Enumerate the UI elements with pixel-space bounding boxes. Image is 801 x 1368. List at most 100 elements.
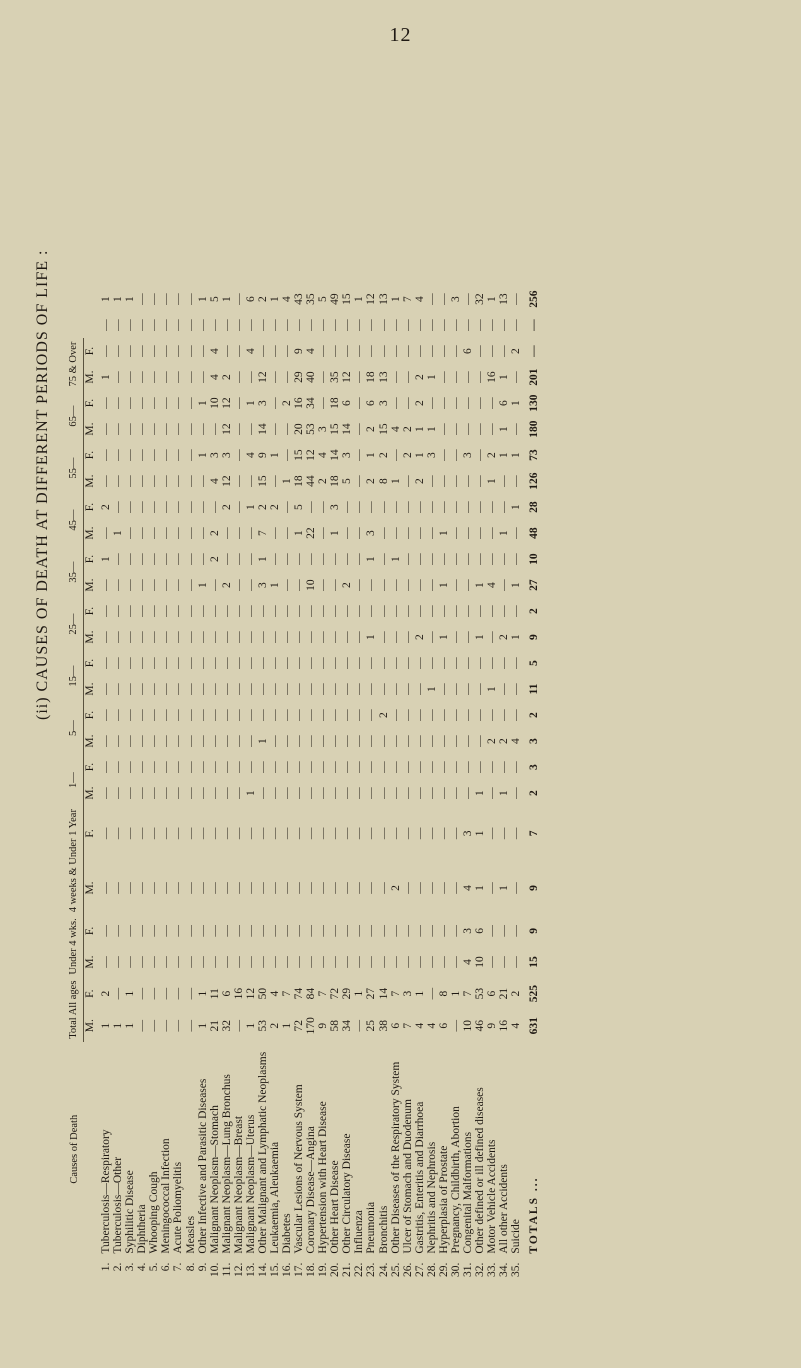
cell-empty [100, 520, 112, 546]
page-title: (ii) CAUSES OF DEATH AT DIFFERENT PERIOD… [34, 250, 52, 720]
cell-value: 1 [390, 468, 402, 494]
cell-empty [112, 624, 124, 650]
row-index: 11. [221, 1257, 233, 1280]
cell-empty [317, 624, 329, 650]
cell-empty [353, 416, 365, 442]
cell-empty [402, 861, 414, 916]
cell-value: 2 [414, 364, 426, 390]
cell-empty [245, 676, 257, 702]
cell-empty [148, 598, 160, 624]
cell-empty [438, 286, 450, 312]
cell-empty [462, 468, 474, 494]
cell-value: 12 [221, 390, 233, 416]
cell-empty [462, 286, 474, 312]
cell-empty [100, 702, 112, 728]
col-causes: Causes of Death [68, 1042, 84, 1257]
cell-empty [112, 390, 124, 416]
cell-empty [124, 364, 136, 390]
cell-value: 1 [257, 728, 269, 754]
cell-value: 14 [378, 978, 390, 1010]
cell-empty [365, 728, 377, 754]
cell-empty [438, 650, 450, 676]
row-index: 27. [414, 1257, 426, 1280]
cause-label: Other Heart Disease [329, 1042, 341, 1257]
cell-empty [341, 520, 353, 546]
cell-empty [124, 442, 136, 468]
cell-empty [197, 650, 209, 676]
cell-empty [281, 650, 293, 676]
cell-empty [269, 312, 281, 338]
cell-value: 1 [245, 494, 257, 520]
cell-empty [233, 520, 245, 546]
table-row: 20.Other Heart Disease587213181415183549 [329, 286, 341, 1280]
cause-label: Diphtheria [136, 1042, 148, 1257]
cell-empty [510, 780, 522, 806]
cell-value: 46 [474, 1010, 486, 1042]
totals-value: 2 [522, 780, 540, 806]
cell-empty [462, 624, 474, 650]
cell-empty [160, 728, 172, 754]
cell-empty [100, 946, 112, 977]
cell-value: 32 [221, 1010, 233, 1042]
cell-value: 3 [402, 978, 414, 1010]
cell-empty [136, 754, 148, 780]
cell-empty [414, 312, 426, 338]
col-65: 65— [68, 390, 84, 442]
cell-empty [281, 806, 293, 861]
cell-empty [438, 442, 450, 468]
cell-empty [160, 624, 172, 650]
cell-empty [462, 676, 474, 702]
cell-empty [462, 546, 474, 572]
cell-empty [438, 728, 450, 754]
cell-empty [317, 546, 329, 572]
cell-empty [341, 728, 353, 754]
cell-value: 3 [450, 286, 462, 312]
cell-value: 72 [329, 978, 341, 1010]
cell-value: 18 [329, 390, 341, 416]
cell-value: 7 [281, 978, 293, 1010]
cell-empty [438, 806, 450, 861]
cell-empty [378, 338, 390, 364]
cell-value: 4 [209, 364, 221, 390]
cell-empty [160, 780, 172, 806]
totals-value: 15 [522, 946, 540, 977]
cell-empty [209, 754, 221, 780]
cell-empty [474, 494, 486, 520]
cell-empty [378, 546, 390, 572]
cell-empty [100, 442, 112, 468]
cell-empty [185, 390, 197, 416]
cell-empty [112, 915, 124, 946]
cell-value: 3 [257, 390, 269, 416]
cell-empty [124, 754, 136, 780]
cell-empty [378, 915, 390, 946]
cell-empty [390, 676, 402, 702]
cell-empty [353, 861, 365, 916]
cell-empty [233, 338, 245, 364]
cell-empty [209, 728, 221, 754]
cell-empty [221, 598, 233, 624]
cell-value: 7 [390, 978, 402, 1010]
cell-empty [293, 676, 305, 702]
cell-empty [378, 624, 390, 650]
cell-empty [450, 728, 462, 754]
cell-empty [197, 728, 209, 754]
cell-empty [305, 915, 317, 946]
cause-label: Influenza [353, 1042, 365, 1257]
cell-empty [414, 728, 426, 754]
cell-empty [148, 494, 160, 520]
cell-empty [341, 598, 353, 624]
cell-empty [353, 598, 365, 624]
row-index: 33. [486, 1257, 498, 1280]
cell-value: 49 [329, 286, 341, 312]
cell-value: 2 [269, 494, 281, 520]
cell-empty [172, 624, 184, 650]
cause-label: Pneumonia [365, 1042, 377, 1257]
cell-empty [185, 546, 197, 572]
cell-value: 13 [378, 364, 390, 390]
cell-empty [233, 312, 245, 338]
cell-empty [402, 546, 414, 572]
cell-empty [148, 915, 160, 946]
col-35: 35— [68, 546, 84, 598]
cell-empty [305, 598, 317, 624]
totals-row: TOTALS ...631525159972332115922710482812… [522, 286, 540, 1280]
